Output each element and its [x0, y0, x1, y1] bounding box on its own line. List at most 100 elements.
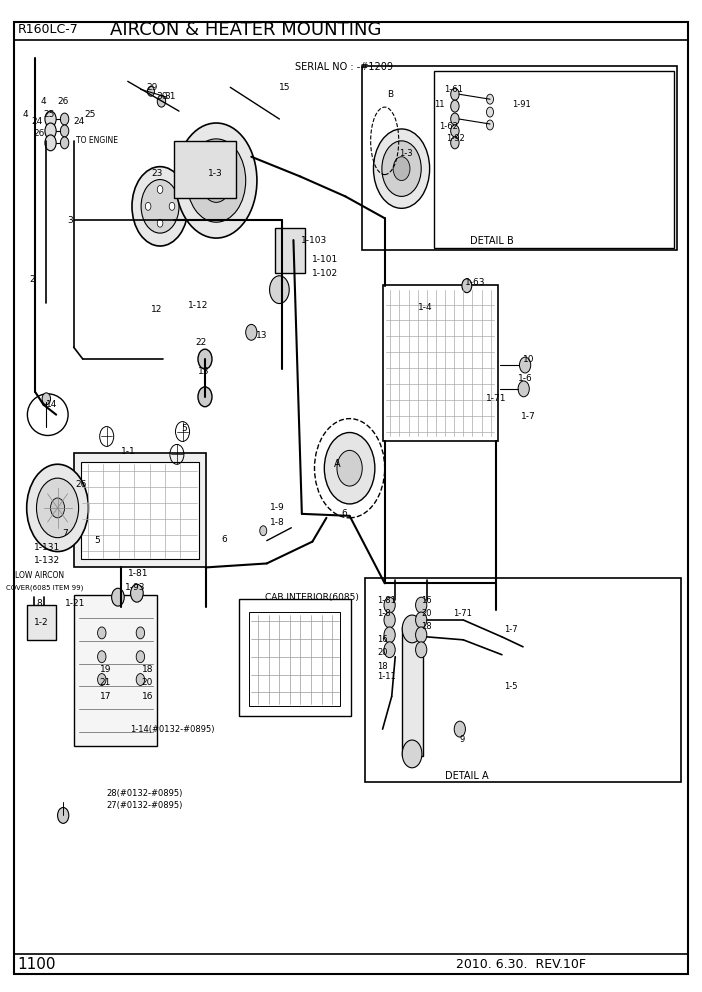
Text: 23: 23 — [151, 169, 162, 179]
Circle shape — [270, 276, 289, 304]
Circle shape — [384, 597, 395, 613]
Text: 1-81: 1-81 — [377, 595, 396, 605]
Circle shape — [58, 807, 69, 823]
Circle shape — [60, 137, 69, 149]
Text: 13: 13 — [198, 367, 209, 377]
Circle shape — [98, 627, 106, 639]
Text: 1-71: 1-71 — [453, 608, 472, 618]
Circle shape — [384, 612, 395, 628]
Circle shape — [393, 157, 410, 181]
Circle shape — [337, 450, 362, 486]
Text: LOW AIRCON: LOW AIRCON — [15, 570, 65, 580]
Text: 25: 25 — [44, 109, 55, 119]
Text: 1-8: 1-8 — [377, 608, 390, 618]
Text: B: B — [388, 89, 394, 99]
Text: 2010. 6.30.  REV.10F: 2010. 6.30. REV.10F — [456, 957, 586, 971]
Circle shape — [141, 180, 179, 233]
Text: 8: 8 — [37, 598, 42, 608]
Text: 1-4: 1-4 — [418, 303, 432, 312]
Text: 26: 26 — [34, 129, 45, 139]
Bar — [365, 578, 681, 782]
Bar — [81, 462, 199, 559]
Text: 1-62: 1-62 — [439, 122, 458, 132]
Circle shape — [416, 612, 427, 628]
Circle shape — [45, 111, 56, 127]
Text: DETAIL A: DETAIL A — [445, 771, 489, 781]
Circle shape — [157, 219, 163, 227]
Circle shape — [402, 740, 422, 768]
Text: 1-2: 1-2 — [34, 618, 48, 628]
Circle shape — [42, 393, 51, 405]
Circle shape — [147, 86, 154, 96]
Text: 16: 16 — [377, 635, 388, 645]
Text: 1-5: 1-5 — [504, 682, 517, 691]
Text: 1-102: 1-102 — [312, 269, 338, 279]
Text: 1-11: 1-11 — [377, 672, 396, 682]
Circle shape — [169, 202, 175, 210]
Text: 18: 18 — [142, 665, 153, 675]
Circle shape — [98, 651, 106, 663]
Circle shape — [486, 94, 494, 104]
Circle shape — [416, 642, 427, 658]
Text: 1-101: 1-101 — [312, 255, 338, 265]
Circle shape — [402, 615, 422, 643]
Circle shape — [373, 129, 430, 208]
Text: 5: 5 — [95, 536, 100, 546]
Bar — [362, 66, 677, 250]
Circle shape — [451, 88, 459, 100]
Bar — [239, 599, 351, 716]
Text: 19: 19 — [100, 665, 111, 675]
Text: 1-9: 1-9 — [270, 503, 284, 513]
Circle shape — [45, 123, 56, 139]
Text: TO ENGINE: TO ENGINE — [76, 136, 118, 146]
Text: 26: 26 — [76, 479, 87, 489]
Text: 1-61: 1-61 — [444, 84, 463, 94]
Text: 1-3: 1-3 — [399, 149, 412, 159]
Text: 9: 9 — [460, 734, 465, 744]
Text: 31: 31 — [164, 91, 176, 101]
Text: 12: 12 — [151, 305, 162, 314]
Circle shape — [260, 526, 267, 536]
Text: 1-12: 1-12 — [188, 301, 208, 310]
Circle shape — [157, 95, 166, 107]
Text: 25: 25 — [84, 109, 95, 119]
Circle shape — [198, 387, 212, 407]
Text: 18: 18 — [377, 662, 388, 672]
Text: 20: 20 — [377, 648, 388, 658]
Circle shape — [136, 651, 145, 663]
Circle shape — [136, 674, 145, 685]
Bar — [27, 605, 56, 640]
Text: 1-6: 1-6 — [518, 374, 533, 384]
Circle shape — [416, 597, 427, 613]
Text: 22: 22 — [195, 337, 206, 347]
Text: 2: 2 — [29, 275, 35, 285]
Text: 16: 16 — [142, 691, 153, 701]
Circle shape — [454, 721, 465, 737]
Text: 1-103: 1-103 — [300, 235, 326, 245]
Bar — [402, 627, 423, 756]
Bar — [174, 141, 236, 198]
Text: 1-131: 1-131 — [34, 543, 60, 553]
Circle shape — [157, 186, 163, 193]
Bar — [249, 612, 340, 706]
Circle shape — [518, 381, 529, 397]
Text: 1-71: 1-71 — [486, 394, 506, 404]
Circle shape — [45, 135, 56, 151]
Text: 1-7: 1-7 — [521, 412, 536, 422]
Circle shape — [176, 123, 257, 238]
Bar — [385, 288, 496, 438]
Circle shape — [37, 478, 79, 538]
Circle shape — [384, 627, 395, 643]
Text: 5: 5 — [181, 424, 187, 434]
Text: 6: 6 — [341, 509, 347, 519]
Circle shape — [519, 357, 531, 373]
Bar — [434, 71, 674, 248]
Text: 16: 16 — [421, 595, 432, 605]
Circle shape — [451, 137, 459, 149]
Circle shape — [486, 107, 494, 117]
Circle shape — [382, 141, 421, 196]
Text: 1-132: 1-132 — [34, 556, 60, 565]
Text: SERIAL NO : -#1209: SERIAL NO : -#1209 — [295, 62, 393, 72]
Circle shape — [451, 125, 459, 137]
Text: 4: 4 — [22, 109, 28, 119]
